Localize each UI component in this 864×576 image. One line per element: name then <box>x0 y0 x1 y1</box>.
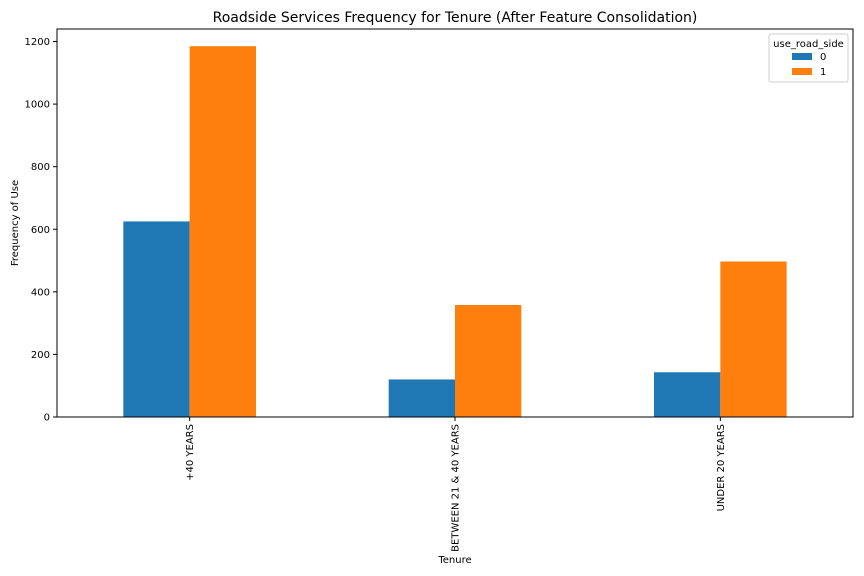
y-tick-label: 0 <box>44 413 50 424</box>
legend-label-series-0: 0 <box>820 52 826 63</box>
bar-series-1-category-1 <box>455 304 522 417</box>
x-tick-label: UNDER 20 YEARS <box>716 424 727 511</box>
bars-layer <box>123 46 787 417</box>
bar-series-1-category-2 <box>720 261 787 417</box>
y-tick-label: 400 <box>31 287 50 298</box>
legend-label-series-1: 1 <box>820 67 826 78</box>
y-tick-label: 1000 <box>25 100 50 111</box>
y-tick-label: 600 <box>31 225 50 236</box>
y-tick-label: 800 <box>31 162 50 173</box>
bar-series-0-category-0 <box>123 221 190 417</box>
x-tick-label: +40 YEARS <box>185 424 196 481</box>
legend-title: use_road_side <box>773 39 844 50</box>
legend: use_road_side 0 1 <box>768 33 849 83</box>
bar-series-0-category-2 <box>654 372 721 417</box>
x-axis-label: Tenure <box>437 555 471 566</box>
x-tick-label: BETWEEN 21 & 40 YEARS <box>451 424 462 552</box>
bar-series-0-category-1 <box>388 379 455 417</box>
legend-swatch-series-0 <box>792 53 812 60</box>
x-axis: +40 YEARS BETWEEN 21 & 40 YEARS UNDER 20 Y… <box>185 417 727 552</box>
y-axis: 0 200 400 600 800 1000 1200 <box>25 37 57 424</box>
legend-swatch-series-1 <box>792 68 812 75</box>
y-tick-label: 200 <box>31 350 50 361</box>
bar-series-1-category-0 <box>189 46 256 417</box>
y-tick-label: 1200 <box>25 37 50 48</box>
chart-title: Roadside Services Frequency for Tenure (… <box>213 10 698 26</box>
y-axis-label: Frequency of Use <box>10 180 21 266</box>
